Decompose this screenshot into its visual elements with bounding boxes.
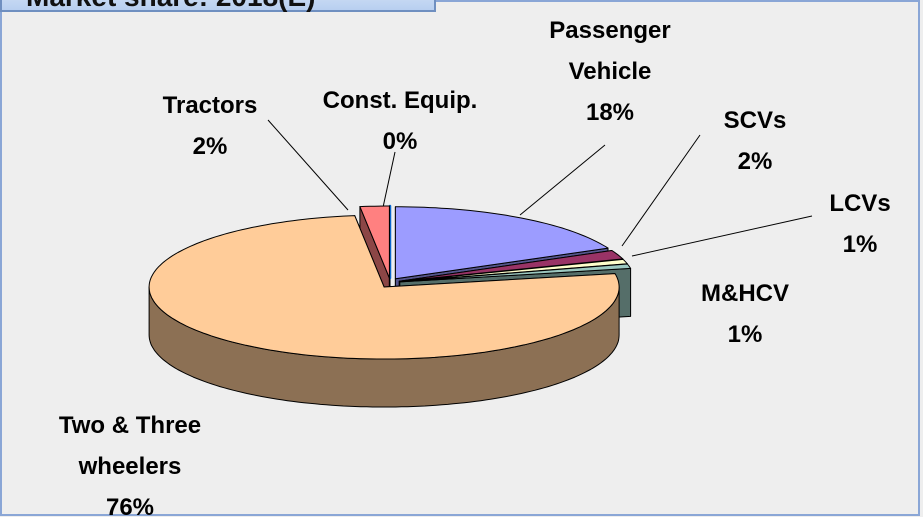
- category-label: Tractors: [162, 92, 258, 119]
- pie: [148, 204, 632, 408]
- category-label: Two & Three wheelers: [58, 412, 202, 480]
- value-label: 76%: [105, 494, 155, 517]
- slice-label: Tractors 2%: [140, 85, 280, 167]
- value-label: 2%: [192, 133, 228, 160]
- leader-line: [519, 144, 606, 216]
- value-label: 2%: [737, 148, 773, 175]
- slice-label: Const. Equip. 0%: [285, 80, 515, 162]
- slice-label: Two & Three wheelers 76%: [15, 405, 245, 517]
- slice: [148, 215, 620, 360]
- category-label: Const. Equip.: [322, 87, 478, 114]
- value-label: 18%: [585, 99, 635, 126]
- category-label: SCVs: [723, 107, 787, 134]
- category-label: LCVs: [829, 190, 891, 217]
- slice: [359, 205, 390, 279]
- chart-title: Market share: 2018(E): [0, 0, 436, 12]
- leader-line: [631, 215, 813, 257]
- value-label: 1%: [727, 321, 763, 348]
- leader-lines: [267, 119, 813, 257]
- leader-line: [381, 151, 396, 213]
- slice-label: LCVs 1%: [800, 183, 920, 265]
- slice-label: SCVs 2%: [690, 100, 820, 182]
- category-label: Passenger Vehicle: [549, 17, 671, 85]
- value-label: 1%: [842, 231, 878, 258]
- slice: [394, 206, 609, 280]
- slice-label: Passenger Vehicle 18%: [540, 10, 680, 133]
- leader-line: [621, 134, 701, 247]
- slice-label: M&HCV 1%: [670, 273, 820, 355]
- slice: [398, 250, 624, 282]
- leader-line: [267, 119, 349, 211]
- category-label: M&HCV: [701, 280, 789, 307]
- slice: [399, 263, 632, 283]
- value-label: 0%: [382, 128, 418, 155]
